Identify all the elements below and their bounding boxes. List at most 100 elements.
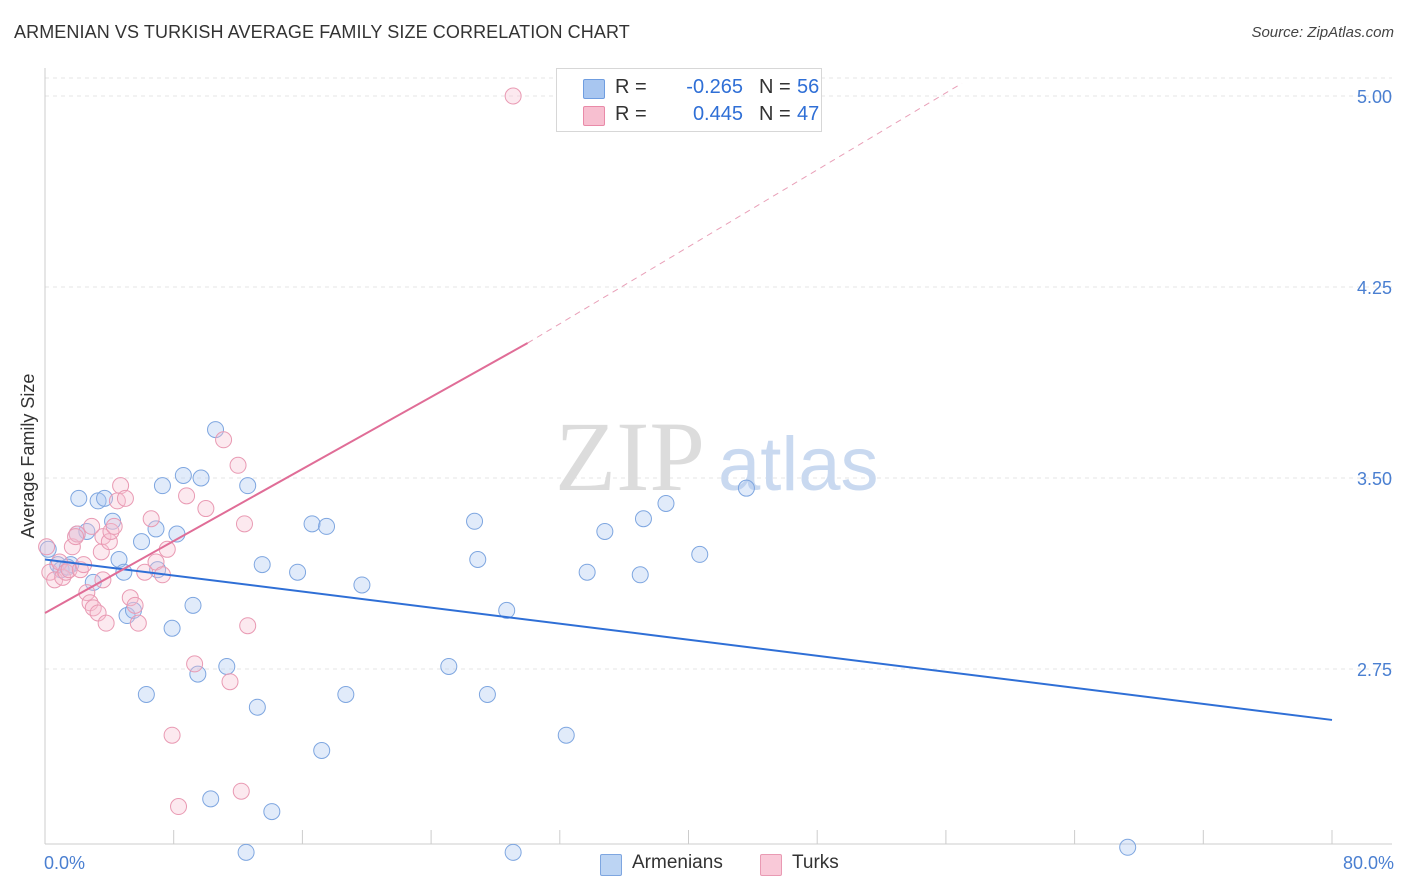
point-turks (129, 614, 147, 632)
point-armenians (657, 494, 675, 512)
series-legend: Armenians Turks (0, 852, 1406, 878)
y-axis-title: Average Family Size (18, 374, 38, 539)
legend-swatch-armenians (600, 854, 622, 876)
point-armenians (303, 515, 321, 533)
point-turks (504, 87, 522, 105)
x-tick-label-max: 80.0% (1343, 853, 1394, 873)
point-turks (78, 584, 96, 602)
point-armenians (96, 489, 114, 507)
point-armenians (133, 533, 151, 551)
data-points (38, 87, 1137, 861)
point-armenians (174, 466, 192, 484)
watermark-zip: ZIP (555, 401, 705, 512)
point-armenians (253, 556, 271, 574)
point-turks (229, 456, 247, 474)
point-armenians (596, 522, 614, 540)
point-armenians (70, 489, 88, 507)
point-turks (170, 798, 188, 816)
legend-swatch-armenians (583, 79, 605, 99)
trend-line-armenians (44, 558, 1333, 721)
point-turks (67, 528, 85, 546)
chart-title: ARMENIAN VS TURKISH AVERAGE FAMILY SIZE … (14, 22, 630, 42)
point-armenians (110, 550, 128, 568)
point-turks (38, 538, 56, 556)
point-armenians (691, 545, 709, 563)
point-turks (102, 522, 120, 540)
watermark-atlas: atlas (718, 422, 879, 507)
legend-swatch-turks (583, 106, 605, 126)
grid-lines (45, 77, 1392, 670)
point-turks (142, 510, 160, 528)
point-armenians (313, 741, 331, 759)
point-turks (68, 525, 86, 543)
x-tick-label-min: 0.0% (44, 853, 85, 873)
point-armenians (337, 685, 355, 703)
point-armenians (263, 803, 281, 821)
point-armenians (504, 843, 522, 861)
y-tick-label: 3.50 (1357, 469, 1392, 489)
point-armenians (202, 790, 220, 808)
point-turks (215, 431, 233, 449)
y-tick-label: 5.00 (1357, 87, 1392, 107)
point-turks (63, 538, 81, 556)
point-armenians (237, 843, 255, 861)
legend-swatch-turks (760, 854, 782, 876)
point-armenians (737, 479, 755, 497)
point-armenians (318, 517, 336, 535)
point-turks (84, 599, 102, 617)
legend-n-label: N = (759, 76, 791, 98)
point-armenians (147, 520, 165, 538)
axes (44, 68, 1392, 845)
point-turks (197, 500, 215, 518)
point-armenians (184, 596, 202, 614)
point-turks (221, 673, 239, 691)
point-turks (105, 517, 123, 535)
point-turks (178, 487, 196, 505)
legend-n-value: 56 (797, 76, 820, 98)
legend-r-value: 0.445 (692, 103, 743, 125)
legend-r-value: -0.265 (686, 76, 743, 98)
trend-lines (44, 82, 1333, 721)
point-turks (186, 655, 204, 673)
point-armenians (631, 566, 649, 584)
point-armenians (248, 698, 266, 716)
point-armenians (353, 576, 371, 594)
point-turks (71, 561, 89, 579)
source-label: Source: ZipAtlas.com (1251, 24, 1394, 41)
point-armenians (239, 477, 257, 495)
point-armenians (153, 477, 171, 495)
point-turks (235, 515, 253, 533)
y-tick-label: 4.25 (1357, 278, 1392, 298)
point-armenians (78, 522, 96, 540)
legend-n-value: 47 (797, 103, 820, 125)
legend-r-label: R = (615, 103, 647, 125)
trend-line-turks (44, 342, 529, 614)
legend-label-turks: Turks (792, 852, 839, 873)
point-armenians (218, 657, 236, 675)
legend-n-label: N = (759, 103, 791, 125)
point-turks (239, 617, 257, 635)
correlation-legend: R = -0.265 N = 56 R = 0.445 N = 47 (556, 68, 822, 132)
point-turks (116, 489, 134, 507)
point-turks (232, 782, 250, 800)
legend-r-label: R = (615, 76, 647, 98)
point-armenians (137, 685, 155, 703)
point-armenians (163, 619, 181, 637)
point-armenians (189, 665, 207, 683)
point-armenians (578, 563, 596, 581)
point-armenians (466, 512, 484, 530)
point-armenians (634, 510, 652, 528)
point-turks (97, 614, 115, 632)
point-turks (83, 517, 101, 535)
watermark: ZIP atlas (555, 401, 879, 512)
point-armenians (557, 726, 575, 744)
point-turks (126, 596, 144, 614)
point-armenians (498, 601, 516, 619)
point-armenians (440, 657, 458, 675)
point-turks (163, 726, 181, 744)
point-armenians (469, 550, 487, 568)
trend-line-turks-extension (527, 82, 963, 344)
point-armenians (1119, 838, 1137, 856)
point-armenians (192, 469, 210, 487)
